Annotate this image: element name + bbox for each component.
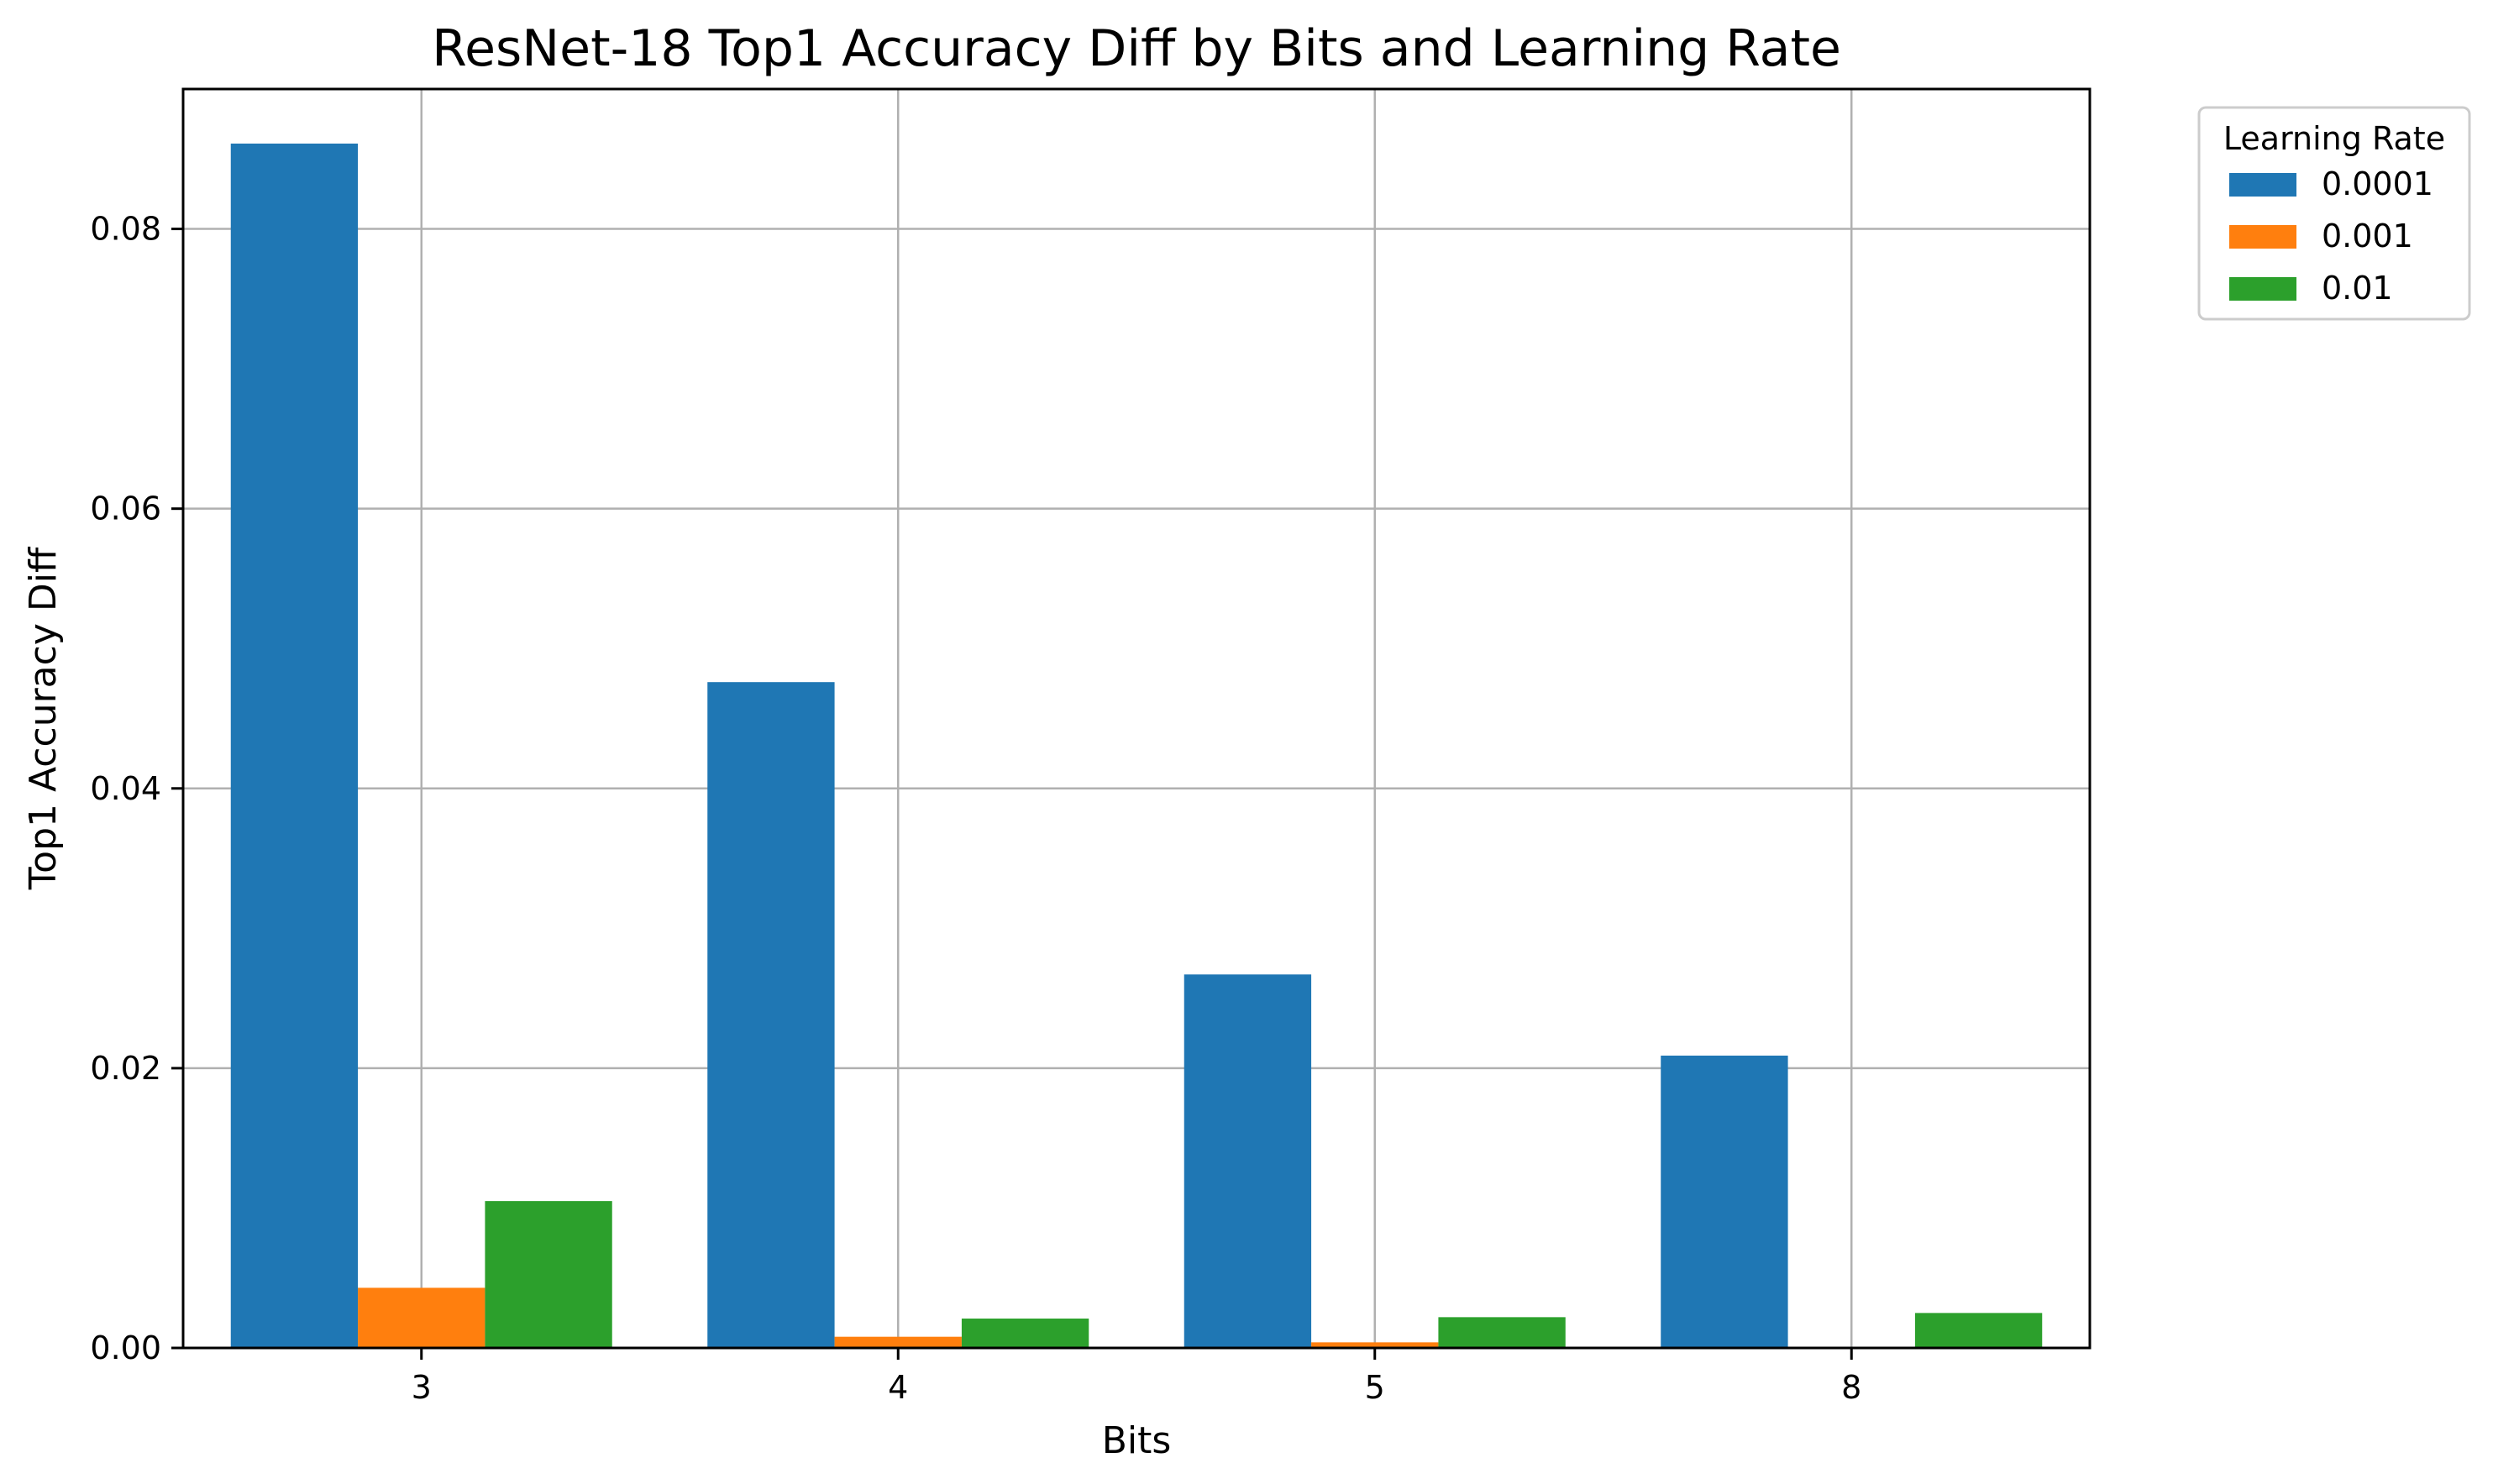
x-tick-label: 8 xyxy=(1841,1369,1861,1406)
y-tick-label: 0.08 xyxy=(90,211,161,248)
x-axis-label: Bits xyxy=(1102,1419,1172,1462)
bar xyxy=(961,1319,1089,1348)
x-tick-label: 4 xyxy=(888,1369,908,1406)
bars xyxy=(230,143,2043,1348)
y-tick-label: 0.04 xyxy=(90,770,161,807)
legend-box xyxy=(2197,106,2471,321)
y-axis-label: Top1 Accuracy Diff xyxy=(22,546,65,890)
bar xyxy=(358,1287,485,1348)
bar xyxy=(1184,974,1312,1348)
legend-title: Learning Rate xyxy=(2223,120,2445,157)
bar xyxy=(485,1201,612,1348)
legend-entry-label: 0.01 xyxy=(2322,270,2393,307)
y-tick-label: 0.06 xyxy=(90,490,161,527)
bar xyxy=(1438,1317,1566,1348)
legend-entry-label: 0.001 xyxy=(2322,218,2413,254)
bar xyxy=(230,143,359,1348)
y-tick-label: 0.02 xyxy=(90,1050,161,1087)
legend-swatch xyxy=(2229,173,2296,197)
x-tick-label: 3 xyxy=(412,1369,432,1406)
bar xyxy=(1661,1055,1788,1348)
bar xyxy=(1311,1342,1439,1348)
bar xyxy=(834,1336,962,1348)
legend-swatch xyxy=(2229,277,2296,301)
y-tick-label: 0.00 xyxy=(90,1329,161,1366)
plot-area-frame xyxy=(181,87,2091,1350)
axis-ticks: 0.00 0.02 0.04 0.06 0.08 3 4 5 8 xyxy=(90,211,1861,1406)
legend-entry-label: 0.0001 xyxy=(2322,165,2433,202)
x-tick-label: 5 xyxy=(1365,1369,1385,1406)
chart-title: ResNet-18 Top1 Accuracy Diff by Bits and… xyxy=(432,19,1841,78)
bar xyxy=(707,682,835,1348)
legend-swatch xyxy=(2229,225,2296,249)
legend: Learning Rate 0.0001 0.001 0.01 xyxy=(2197,106,2471,321)
bar xyxy=(1914,1313,2043,1348)
